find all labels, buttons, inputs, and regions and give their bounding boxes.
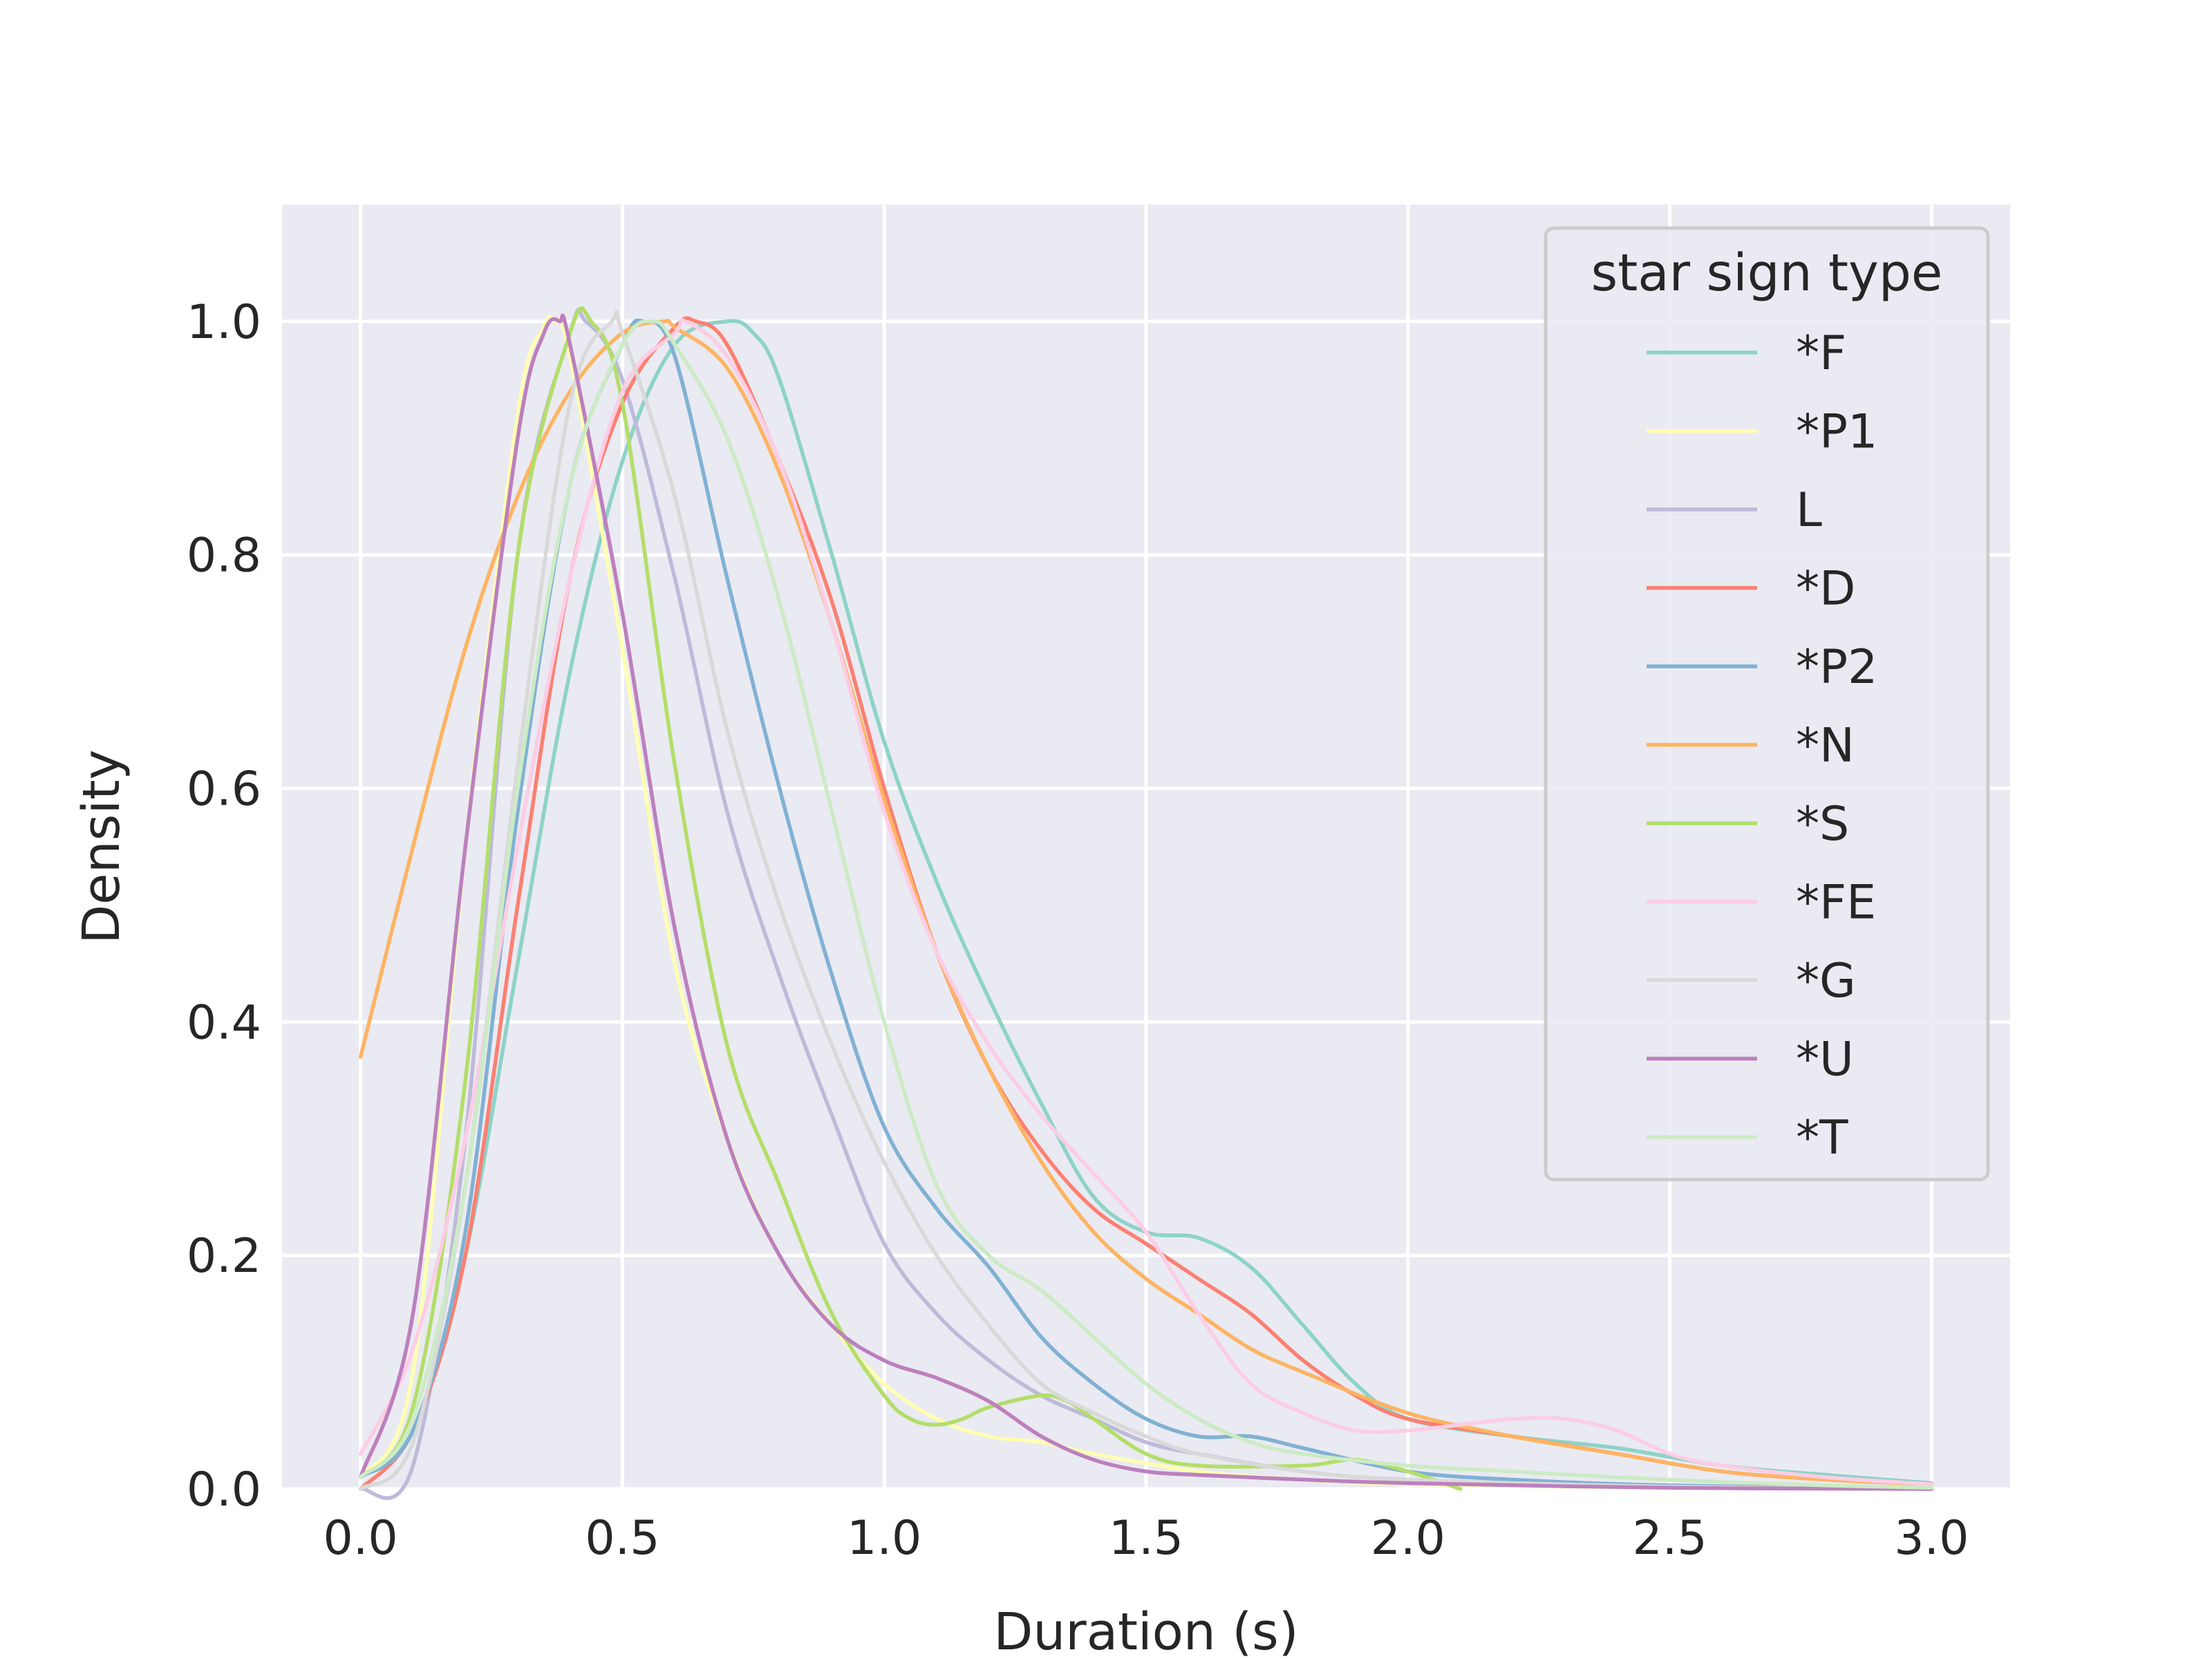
legend-entry-label: *D [1796, 562, 1855, 617]
x-tick-label: 3.0 [1894, 1511, 1969, 1566]
x-tick-label: 0.0 [324, 1511, 398, 1566]
y-axis-label: Density [72, 749, 131, 944]
x-tick-label: 1.5 [1109, 1511, 1183, 1566]
series-line-u [358, 313, 1934, 1491]
y-tick-label: 0.2 [187, 1229, 261, 1284]
legend-entry-label: *F [1796, 326, 1846, 381]
y-tick-label: 1.0 [187, 295, 261, 350]
legend-entry-label: *P1 [1796, 405, 1877, 460]
x-axis-label: Duration (s) [993, 1602, 1298, 1659]
legend-entry-label: *U [1796, 1033, 1854, 1087]
legend-entry-label: *FE [1796, 876, 1876, 930]
series-line-g [358, 310, 1934, 1491]
legend-entry-label: *P2 [1796, 640, 1877, 695]
x-tick-label: 2.0 [1371, 1511, 1445, 1566]
legend-title: star sign type [1591, 243, 1943, 303]
x-tick-label: 1.0 [847, 1511, 921, 1566]
legend-box [1544, 226, 1990, 1181]
y-tick-label: 0.0 [187, 1463, 261, 1517]
x-tick-label: 2.5 [1632, 1511, 1707, 1566]
x-tick-label: 0.5 [585, 1511, 659, 1566]
legend-entry-label: *S [1796, 797, 1849, 852]
series-line-t [358, 319, 1934, 1490]
legend-entry-label: L [1796, 483, 1822, 538]
y-tick-label: 0.4 [187, 995, 261, 1050]
series-line-s [358, 306, 1463, 1491]
legend-entry-label: *G [1796, 954, 1856, 1009]
legend-entry-label: *T [1796, 1111, 1848, 1165]
y-tick-label: 0.6 [187, 762, 261, 817]
series-line-fe [358, 318, 1934, 1486]
y-tick-label: 0.8 [187, 529, 261, 583]
legend-entry-label: *N [1796, 719, 1855, 774]
